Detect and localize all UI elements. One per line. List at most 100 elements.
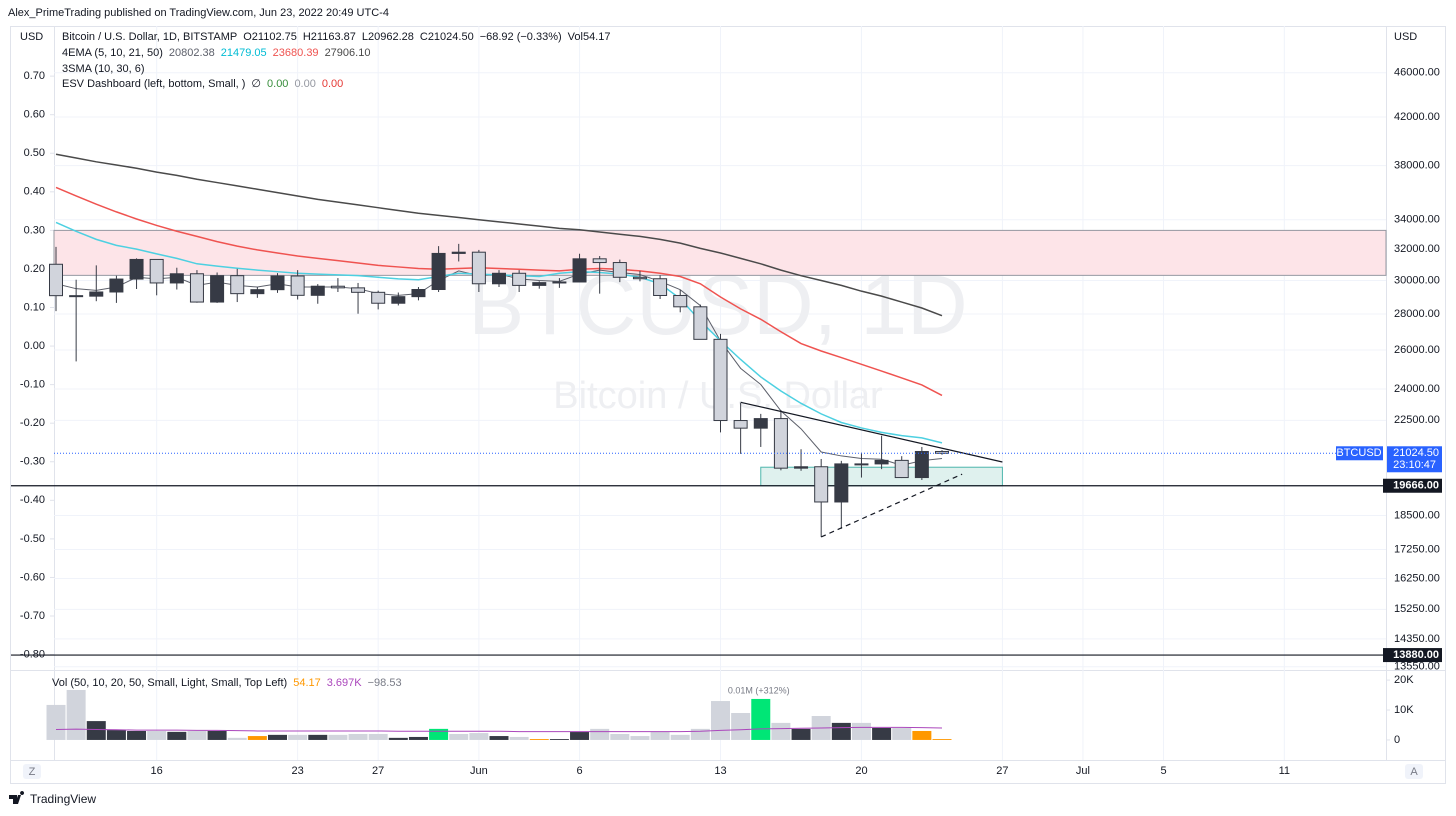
y-tick-label: 30000.00 [1394,274,1440,286]
legend-row: 3SMA (10, 30, 6) [62,63,145,75]
a-button[interactable] [1405,764,1423,779]
candle-body [612,262,627,278]
x-tick-label: Jun [470,765,488,777]
volume-bar [106,730,126,740]
candle-body [693,306,708,340]
y-tick-label: 28000.00 [1394,308,1440,320]
volume-bar [127,730,147,740]
ema-line [55,153,943,317]
y2-tick-label: -0.70 [20,610,45,622]
volume-bar [872,727,892,740]
candle-body [592,258,607,264]
z-button[interactable] [23,764,41,779]
y-tick-label: 15250.00 [1394,603,1440,615]
y2-tick-label: 0.60 [24,109,45,121]
legend-item: 54.17 [293,677,321,689]
candle-body [512,272,527,286]
legend-item: 0.00 [322,78,343,90]
chart-frame [10,26,1446,784]
volume-bar [288,734,308,740]
candle-body [230,275,245,295]
z-button-label[interactable]: Z [29,766,36,778]
plot-layer: 46000.00 42000.00 38000.00 34000.00 32000.00… [11,26,1442,777]
volume-bar [670,734,690,740]
symbol-label-box [1336,446,1383,461]
y2-tick-label: 0.50 [24,147,45,159]
volume-bar [690,728,710,740]
volume-bar [932,739,952,740]
candle-body [129,258,144,280]
volume-bar [207,730,227,740]
candle-body [794,466,809,469]
volume-bar [187,730,207,740]
y2-tick-label: -0.30 [20,456,45,468]
volume-bar [449,733,469,740]
y2-tick-label: 0.30 [24,224,45,236]
candle-body [471,251,486,285]
volume-bar [429,728,449,740]
legend-item: −98.53 [368,677,402,689]
volume-bar [529,739,549,740]
volume-tick-label: 20K [1394,674,1414,686]
x-tick-label: Jul [1076,765,1090,777]
y2-tick-label: 0.00 [24,340,45,352]
countdown-label: 23:10:47 [1393,459,1436,471]
volume-bar [509,736,529,740]
right-currency: USD [1394,31,1417,43]
volume-bar [328,734,348,740]
ema-line [55,186,943,397]
y-tick-label: 18500.00 [1394,509,1440,521]
y-tick-label: 17250.00 [1394,543,1440,555]
y-tick-label: 34000.00 [1394,214,1440,226]
symbol-label: BTCUSD [1336,447,1381,459]
candle-body [874,459,889,465]
candle-body [814,466,829,503]
candle-body [371,291,386,304]
volume-bar [167,731,187,740]
candle-body [733,420,748,429]
y2-tick-label: 0.70 [24,70,45,82]
candle-body [250,289,265,295]
legend-item: 23680.39 [273,47,319,59]
candle-body [210,275,225,303]
legend-item: ESV Dashboard (left, bottom, Small, ) [62,78,245,90]
y-tick-label: 32000.00 [1394,243,1440,255]
volume-annotation: 0.01M (+312%) [728,685,790,695]
volume-bar [711,701,730,740]
y-tick-label: 38000.00 [1394,160,1440,172]
candle-body [49,263,63,297]
candle-body [673,294,688,308]
candle-body [351,287,366,293]
volume-bar [630,736,650,740]
y2-tick-label: 0.40 [24,186,45,198]
trendline [740,401,1003,463]
volume-bar [751,698,771,740]
y2-tick-label: -0.10 [20,379,45,391]
brand-logo [9,791,25,804]
x-tick-label: 16 [151,765,163,777]
candle-body [854,463,869,466]
x-tick-label: 5 [1160,765,1166,777]
y2-tick-label: 0.20 [24,263,45,275]
y-tick-label: 24000.00 [1394,383,1440,395]
legend-item: O21102.75 [243,31,297,43]
volume-bar [610,733,630,740]
volume-bar [549,739,569,740]
candle-body [89,291,104,297]
volume-bar [892,727,912,740]
candle-body [411,289,426,298]
legend-row: 4EMA (5, 10, 21, 50) 20802.38 21479.05 2368… [62,47,370,59]
volume-tick-label: 10K [1394,704,1414,716]
y-tick-label: 22500.00 [1394,414,1440,426]
legend-item: ∅ [251,78,261,90]
x-tick-label: 27 [372,765,384,777]
candle-body [532,282,547,286]
x-tick-label: 23 [292,765,304,777]
volume-bar [489,736,509,740]
zone [760,466,1003,487]
candle-body [109,278,124,293]
y2-tick-label: 0.10 [24,301,45,313]
candle-body [310,285,325,296]
a-button-label[interactable]: A [1410,766,1418,778]
candle-body [431,252,446,291]
